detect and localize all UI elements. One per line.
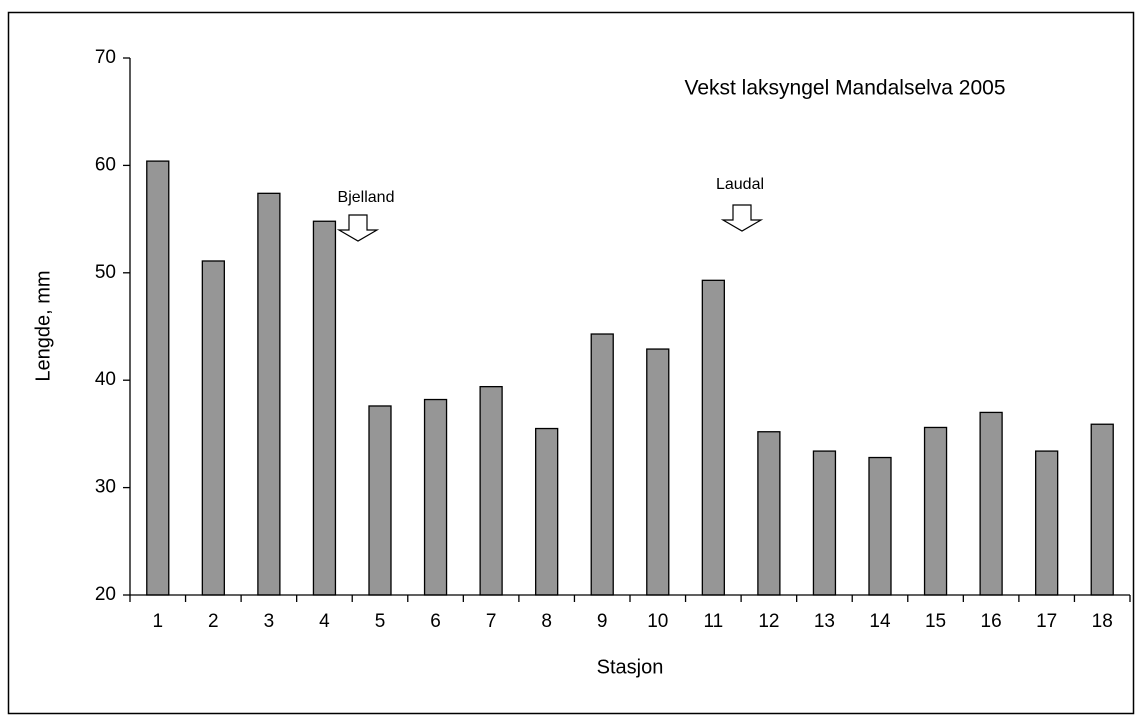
chart-title: Vekst laksyngel Mandalselva 2005 — [684, 77, 1005, 100]
bar — [1035, 450, 1059, 596]
y-tick-label: 50 — [95, 262, 116, 283]
x-tick-label: 9 — [597, 611, 608, 632]
x-tick-label: 17 — [1036, 611, 1057, 632]
bar — [868, 456, 892, 596]
bar — [423, 398, 448, 596]
x-tick-label: 16 — [981, 611, 1002, 632]
x-tick-label: 14 — [869, 611, 891, 632]
bar — [1090, 423, 1114, 596]
x-tick-label: 13 — [814, 611, 835, 632]
annotation-arrow — [720, 204, 764, 232]
x-tick-label: 2 — [208, 611, 219, 632]
bar — [979, 411, 1003, 596]
bar — [312, 220, 337, 596]
x-tick-label: 15 — [925, 611, 946, 632]
annotation-arrow — [336, 214, 380, 242]
bar — [812, 450, 837, 596]
bar — [923, 426, 948, 596]
y-tick-label: 30 — [95, 477, 116, 498]
bar — [701, 279, 725, 596]
x-tick-label: 11 — [703, 611, 723, 632]
bar — [590, 333, 614, 596]
chart-border — [7, 11, 1135, 715]
bar — [257, 192, 281, 596]
x-tick-label: 10 — [647, 611, 668, 632]
bar — [757, 431, 781, 596]
bar — [646, 348, 670, 596]
x-tick-label: 18 — [1092, 611, 1113, 632]
y-axis-label: Lengde, mm — [32, 270, 54, 381]
bar — [368, 405, 392, 596]
y-tick-label: 20 — [95, 584, 116, 605]
x-tick-label: 12 — [758, 611, 779, 632]
x-tick-label: 3 — [264, 611, 275, 632]
bar — [479, 385, 503, 596]
y-tick-label: 60 — [95, 154, 116, 175]
x-tick-label: 8 — [541, 611, 552, 632]
y-tick-label: 40 — [95, 369, 116, 390]
bar — [201, 260, 225, 596]
bar — [146, 160, 170, 596]
x-tick-label: 5 — [375, 611, 386, 632]
y-tick-label: 70 — [95, 47, 116, 68]
annotation: Bjelland — [338, 189, 395, 206]
x-tick-label: 6 — [430, 611, 441, 632]
x-tick-label: 1 — [152, 611, 163, 632]
annotation: Laudal — [716, 176, 764, 193]
x-axis-label: Stasjon — [597, 656, 664, 678]
x-tick-label: 4 — [319, 611, 330, 632]
x-tick-label: 7 — [486, 611, 497, 632]
bar — [535, 427, 559, 596]
